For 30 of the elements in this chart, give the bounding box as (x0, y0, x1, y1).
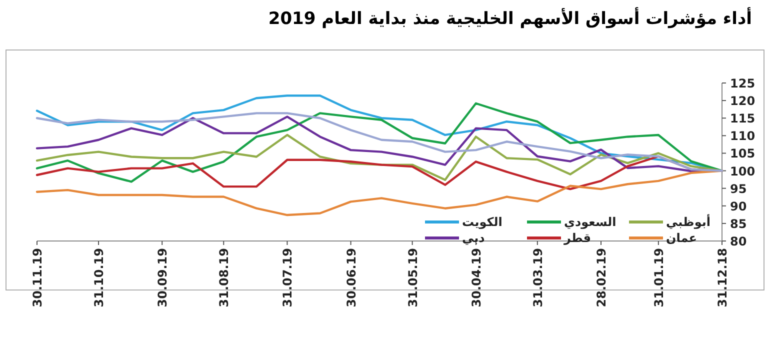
x-tick-label: 31.07.19 (280, 248, 295, 308)
y-tick-label: 115 (730, 112, 756, 126)
y-tick-label: 110 (730, 129, 756, 144)
x-tick-label: 31.08.19 (217, 248, 232, 308)
x-tick-label: 31.01.19 (652, 248, 666, 308)
x-tick-label: 30.06.19 (344, 248, 358, 308)
x-tick-label: 31.05.19 (406, 248, 420, 308)
y-tick-label: 85 (730, 216, 747, 231)
line-series (36, 102, 724, 183)
x-tick-label: 30.04.19 (469, 248, 484, 308)
legend-label: الكويت (462, 215, 502, 229)
x-tick-label: 30.11.19 (30, 248, 44, 308)
y-tick-label: 105 (730, 146, 756, 161)
chart-title: أداء مؤشرات أسواق الأسهم الخليجية منذ بداية العام 2019 (268, 7, 752, 29)
y-tick-label: 100 (730, 164, 756, 178)
x-tick-label: 31.12.18 (716, 248, 730, 308)
legend-label: السعودي (564, 215, 616, 229)
x-tick-label: 28.02.19 (594, 248, 608, 308)
y-tick-label: 125 (730, 76, 756, 90)
y-tick-label: 80 (730, 234, 747, 248)
legend-label: دبي (462, 231, 485, 245)
x-tick-label: 31.10.19 (92, 248, 106, 308)
x-tick-label: 31.03.19 (530, 248, 545, 308)
y-tick-label: 120 (730, 94, 756, 108)
legend-label: عمان (666, 231, 697, 245)
x-tick-label: 30.09.19 (156, 248, 170, 308)
y-tick-label: 95 (730, 182, 747, 196)
legend-label: قطر (563, 231, 592, 245)
legend-label: أبوظبي (666, 214, 710, 229)
y-tick-label: 90 (730, 199, 747, 214)
